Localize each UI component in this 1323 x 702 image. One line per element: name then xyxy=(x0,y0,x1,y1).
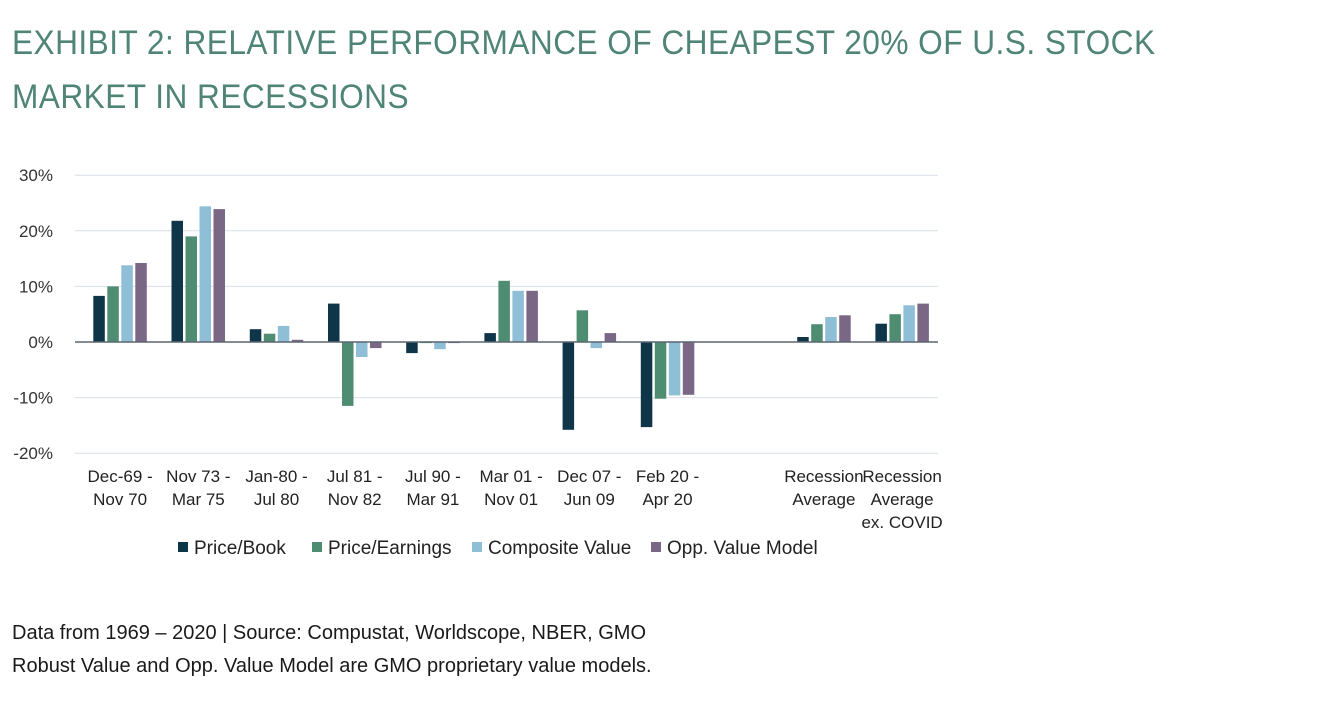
x-tick-label: Jul 90 -Mar 91 xyxy=(405,467,461,509)
legend-swatch xyxy=(178,542,188,552)
bar xyxy=(93,295,105,342)
bar xyxy=(185,236,197,342)
x-tick-label: Mar 01 -Nov 01 xyxy=(479,467,542,509)
bar xyxy=(135,263,147,342)
bar xyxy=(668,342,681,396)
chart-title: EXHIBIT 2: RELATIVE PERFORMANCE OF CHEAP… xyxy=(12,24,1156,116)
bar xyxy=(107,286,119,342)
bar xyxy=(562,342,575,430)
bar xyxy=(604,333,617,342)
legend-label: Composite Value xyxy=(488,538,631,559)
bar xyxy=(797,337,809,342)
bar xyxy=(917,303,929,342)
bar xyxy=(291,339,304,342)
bar xyxy=(590,342,603,349)
legend-label: Price/Book xyxy=(194,538,286,559)
bar xyxy=(342,342,354,406)
bar xyxy=(434,342,446,350)
bar xyxy=(839,315,851,342)
bar xyxy=(640,342,653,428)
legend-swatch xyxy=(472,542,482,552)
bar xyxy=(370,342,382,349)
legend-label: Opp. Value Model xyxy=(667,538,818,559)
bar xyxy=(498,280,510,342)
x-tick-label: Recession Average ex. COVID xyxy=(861,467,942,532)
bars xyxy=(93,206,929,430)
bar xyxy=(249,329,262,342)
y-tick-label: -10% xyxy=(13,389,53,408)
y-tick-label: 30% xyxy=(19,166,53,185)
bar xyxy=(121,265,133,342)
bar xyxy=(903,305,915,342)
bar xyxy=(199,206,211,342)
legend-label: Price/Earnings xyxy=(328,538,452,559)
bar xyxy=(875,323,887,342)
x-tick-label: Dec 07 -Jun 09 xyxy=(557,467,621,509)
x-tick-label: Recession Average xyxy=(784,467,863,509)
x-tick-label: Jul 81 -Nov 82 xyxy=(327,467,383,509)
bar xyxy=(526,290,538,342)
models-footnote: Robust Value and Opp. Value Model are GM… xyxy=(12,655,652,677)
x-axis-tick-labels: Dec-69 -Nov 70 Nov 73 -Mar 75 Jan-80 -Jul … xyxy=(88,467,943,532)
bar xyxy=(825,317,837,342)
bar xyxy=(682,342,695,395)
bar-chart: 30% 20% 10% 0% -10% -20% Dec-69 -Nov 70 Nov 73… xyxy=(13,166,943,559)
bar xyxy=(654,342,667,399)
legend: Price/Book Price/Earnings Composite Value O… xyxy=(178,538,818,559)
source-footnote: Data from 1969 – 2020 | Source: Compusta… xyxy=(12,622,646,644)
bar xyxy=(213,209,225,342)
legend-swatch xyxy=(651,542,661,552)
y-tick-label: 0% xyxy=(28,333,53,352)
bar xyxy=(889,314,901,342)
bar xyxy=(171,220,183,342)
bar xyxy=(328,303,340,342)
bar xyxy=(406,342,418,354)
bar xyxy=(263,333,276,342)
x-tick-label: Jan-80 -Jul 80 xyxy=(245,467,307,509)
y-tick-label: 10% xyxy=(19,277,53,296)
y-tick-label: -20% xyxy=(13,444,53,463)
x-tick-label: Dec-69 -Nov 70 xyxy=(88,467,153,509)
bar xyxy=(277,325,290,342)
legend-swatch xyxy=(312,542,322,552)
y-tick-label: 20% xyxy=(19,222,53,241)
bar xyxy=(576,310,589,342)
bar xyxy=(484,333,496,342)
x-tick-label: Feb 20 -Apr 20 xyxy=(636,467,699,509)
bar xyxy=(811,324,823,342)
x-tick-label: Nov 73 -Mar 75 xyxy=(166,467,230,509)
y-axis-tick-labels: 30% 20% 10% 0% -10% -20% xyxy=(13,166,53,463)
bar xyxy=(512,290,524,342)
bar xyxy=(356,342,368,357)
